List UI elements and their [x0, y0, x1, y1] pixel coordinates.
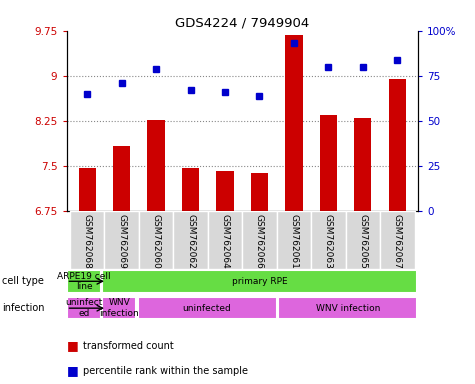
FancyBboxPatch shape	[137, 297, 277, 319]
FancyBboxPatch shape	[346, 211, 380, 269]
FancyBboxPatch shape	[67, 270, 101, 293]
Text: GSM762061: GSM762061	[289, 214, 298, 269]
Text: GSM762063: GSM762063	[324, 214, 333, 269]
Text: GSM762066: GSM762066	[255, 214, 264, 269]
FancyBboxPatch shape	[173, 211, 208, 269]
Text: GSM762069: GSM762069	[117, 214, 126, 269]
Text: GSM762060: GSM762060	[152, 214, 161, 269]
FancyBboxPatch shape	[380, 211, 415, 269]
Text: GSM762068: GSM762068	[83, 214, 92, 269]
Bar	[147, 120, 165, 211]
Text: GSM762065: GSM762065	[358, 214, 367, 269]
Text: GSM762062: GSM762062	[186, 214, 195, 269]
Bar	[182, 168, 199, 211]
FancyBboxPatch shape	[102, 270, 418, 293]
FancyBboxPatch shape	[277, 211, 311, 269]
Bar	[78, 168, 96, 211]
FancyBboxPatch shape	[311, 211, 346, 269]
FancyBboxPatch shape	[104, 211, 139, 269]
Text: primary RPE: primary RPE	[232, 277, 288, 286]
FancyBboxPatch shape	[208, 211, 242, 269]
FancyBboxPatch shape	[70, 211, 104, 269]
Text: ■: ■	[66, 364, 78, 377]
Text: WNV
infection: WNV infection	[99, 298, 139, 318]
Text: uninfect
ed: uninfect ed	[66, 298, 103, 318]
Text: WNV infection: WNV infection	[315, 304, 380, 313]
Text: cell type: cell type	[2, 276, 44, 286]
FancyBboxPatch shape	[67, 297, 101, 319]
Bar	[389, 79, 406, 211]
FancyBboxPatch shape	[102, 297, 136, 319]
Bar	[285, 35, 303, 211]
Text: infection: infection	[2, 303, 45, 313]
Bar	[217, 171, 234, 211]
Text: ARPE19 cell
line: ARPE19 cell line	[57, 271, 111, 291]
Text: percentile rank within the sample: percentile rank within the sample	[83, 366, 248, 376]
FancyBboxPatch shape	[278, 297, 418, 319]
FancyBboxPatch shape	[242, 211, 277, 269]
Text: GSM762064: GSM762064	[220, 214, 229, 269]
Text: ■: ■	[66, 339, 78, 352]
Bar	[320, 115, 337, 211]
Text: transformed count: transformed count	[83, 341, 174, 351]
Title: GDS4224 / 7949904: GDS4224 / 7949904	[175, 17, 309, 30]
FancyBboxPatch shape	[139, 211, 173, 269]
Text: uninfected: uninfected	[183, 304, 231, 313]
Bar	[354, 118, 371, 211]
Bar	[113, 146, 130, 211]
Bar	[251, 173, 268, 211]
Text: GSM762067: GSM762067	[393, 214, 402, 269]
